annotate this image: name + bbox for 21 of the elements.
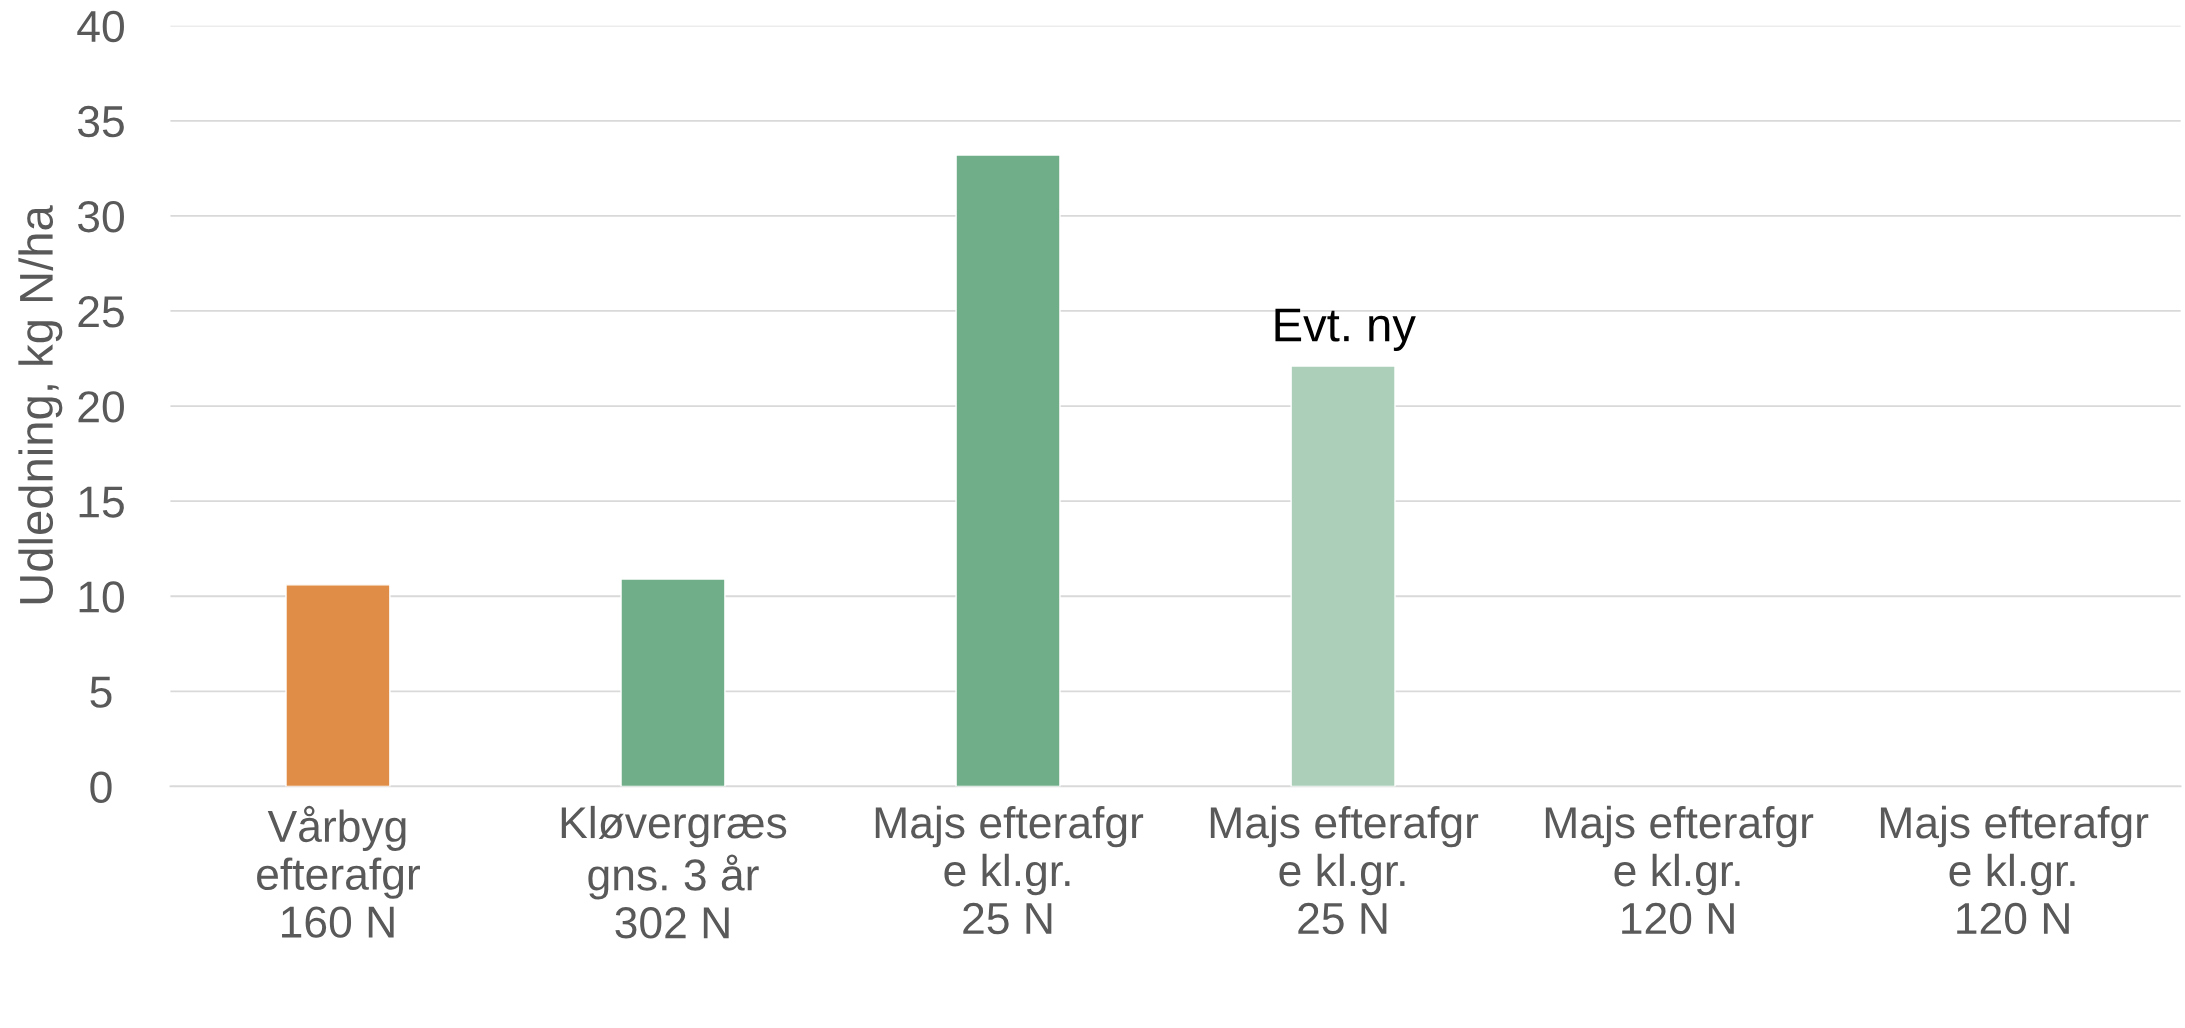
x-tick-label: Kløvergræs gns. 3 år 302 N <box>561 805 787 939</box>
x-tick-label: Vårbyg efterafgr 160 N <box>257 805 420 938</box>
y-tick-label: 35 <box>77 105 124 138</box>
x-tick-label: Majs efterafgr e kl.gr. 25 N <box>875 805 1144 935</box>
y-tick-label: 40 <box>77 10 124 43</box>
y-tick-label: 5 <box>90 676 112 708</box>
y-tick-label: 15 <box>79 486 124 518</box>
bar <box>620 578 726 787</box>
y-tick-label: 10 <box>79 581 124 613</box>
x-tick-label: Majs efterafgr e kl.gr. 120 N <box>1880 805 2149 935</box>
y-tick-label: 30 <box>77 200 124 233</box>
y-tick-label: 25 <box>78 296 124 328</box>
bar <box>1290 365 1396 787</box>
y-axis-title: Udledning, kg N/ha <box>18 205 63 604</box>
y-tick-label: 20 <box>78 391 124 423</box>
y-tick-label: 0 <box>90 771 112 803</box>
x-tick-label: Majs efterafgr e kl.gr. 25 N <box>1210 805 1479 935</box>
annotation: Evt. ny <box>1275 308 1416 351</box>
bar <box>955 154 1061 787</box>
bar <box>285 584 391 787</box>
x-tick-label: Majs efterafgr e kl.gr. 120 N <box>1545 805 1814 935</box>
